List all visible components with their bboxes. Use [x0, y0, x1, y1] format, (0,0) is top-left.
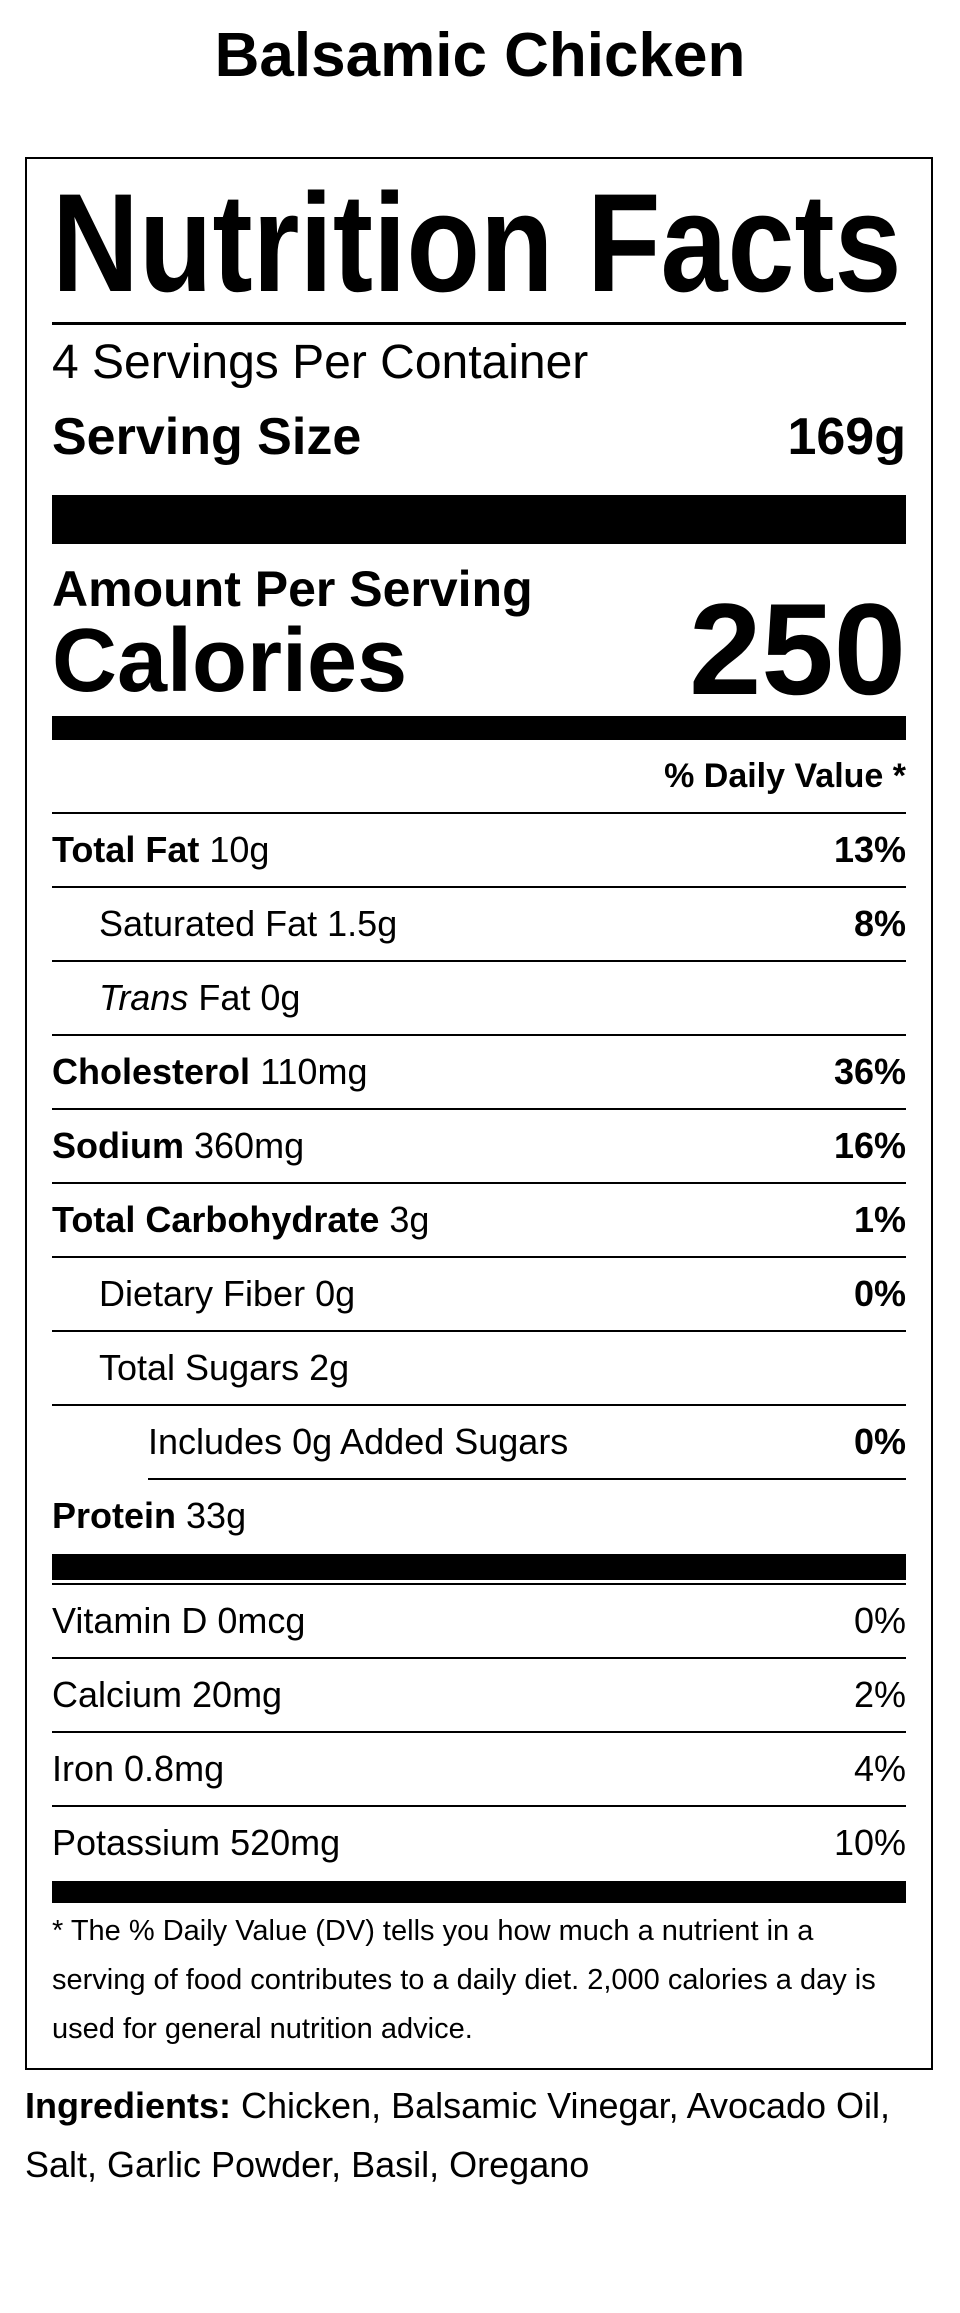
calories-section: Amount Per Serving Calories 250: [52, 544, 906, 716]
vitamin-dv: 4%: [853, 1748, 906, 1789]
vitamin-dv: 10%: [833, 1822, 906, 1863]
nutrient-amount: 1.5g: [327, 903, 398, 944]
calories-label: Calories: [52, 611, 408, 711]
vitamin-text: Calcium 20mg: [52, 1674, 283, 1715]
divider-thick: [52, 495, 906, 544]
calories-value: 250: [689, 576, 906, 722]
nutrient-amount: 33g: [186, 1495, 247, 1536]
nutrient-name: Sodium: [52, 1125, 184, 1166]
vitamin-text: Potassium 520mg: [52, 1822, 341, 1863]
heading-text: Nutrition Facts: [52, 164, 902, 321]
nutrition-facts-heading: Nutrition Facts: [52, 159, 906, 325]
nutrient-amount: 360mg: [194, 1125, 305, 1166]
vitamin-text: Iron 0.8mg: [52, 1748, 225, 1789]
nutrient-row-sodium: Sodium 360mg 16%: [52, 1110, 906, 1184]
nutrient-amount: 10g: [209, 829, 270, 870]
vitamin-row-calcium: Calcium 20mg 2%: [52, 1659, 906, 1733]
serving-size-label: Serving Size: [52, 408, 362, 466]
vitamin-row-iron: Iron 0.8mg 4%: [52, 1733, 906, 1807]
nutrient-name-suffix: Fat: [198, 977, 251, 1018]
nutrient-row-protein: Protein 33g: [52, 1480, 906, 1554]
recipe-title: Balsamic Chicken: [214, 21, 746, 90]
vitamin-dv: 2%: [853, 1674, 906, 1715]
divider-medium: [52, 716, 906, 740]
nutrient-amount: 0g: [260, 977, 301, 1018]
vitamin-row-potassium: Potassium 520mg 10%: [52, 1807, 906, 1881]
nutrient-name: Includes 0g Added Sugars: [148, 1421, 569, 1462]
nutrient-row-cholesterol: Cholesterol 110mg 36%: [52, 1036, 906, 1110]
nutrient-row-trans-fat: Trans Fat 0g: [52, 962, 906, 1036]
nutrient-dv: 13%: [833, 829, 906, 870]
amount-per-serving: Amount Per Serving: [52, 561, 533, 617]
nutrient-name: Cholesterol: [52, 1051, 251, 1092]
nutrient-name: Total Fat: [52, 829, 200, 870]
nutrient-row-total-sugars: Total Sugars 2g: [52, 1332, 906, 1406]
nutrient-row-saturated-fat: Saturated Fat 1.5g 8%: [52, 888, 906, 962]
nutrient-row-total-fat: Total Fat 10g 13%: [52, 814, 906, 888]
ingredients-text: Chicken, Balsamic Vinegar, Avocado Oil, …: [25, 2085, 891, 2185]
vitamin-dv: 0%: [853, 1600, 906, 1641]
daily-value-footnote: * The % Daily Value (DV) tells you how m…: [52, 1915, 876, 2045]
nutrient-dv: 36%: [833, 1051, 906, 1092]
nutrient-name: Total Carbohydrate: [52, 1199, 380, 1240]
nutrition-facts-label: Nutrition Facts 4 Servings Per Container…: [25, 157, 933, 2070]
nutrient-dv: 1%: [853, 1199, 906, 1240]
nutrient-amount: 110mg: [260, 1051, 368, 1092]
servings-per-container: 4 Servings Per Container: [52, 336, 589, 389]
nutrient-amount: 0g: [315, 1273, 356, 1314]
divider-thick: [52, 1554, 906, 1583]
vitamin-row-vitamin-d: Vitamin D 0mcg 0%: [52, 1585, 906, 1659]
nutrient-dv: 0%: [853, 1273, 906, 1314]
ingredients-label: Ingredients:: [25, 2085, 232, 2126]
nutrient-name: Total Sugars: [99, 1347, 300, 1388]
vitamin-text: Vitamin D 0mcg: [52, 1600, 306, 1641]
nutrient-row-dietary-fiber: Dietary Fiber 0g 0%: [52, 1258, 906, 1332]
nutrient-name: Saturated Fat: [99, 903, 318, 944]
nutrient-name: Dietary Fiber: [99, 1273, 306, 1314]
serving-size: Serving Size 169g: [52, 400, 906, 474]
nutrient-row-added-sugars: Includes 0g Added Sugars 0%: [148, 1406, 906, 1480]
nutrient-name: Trans: [99, 977, 189, 1018]
serving-size-value: 169g: [787, 408, 906, 466]
nutrient-name: Protein: [52, 1495, 177, 1536]
daily-value-header: % Daily Value *: [52, 740, 906, 814]
nutrient-row-total-carbohydrate: Total Carbohydrate 3g 1%: [52, 1184, 906, 1258]
nutrient-amount: 3g: [389, 1199, 430, 1240]
nutrient-dv: 8%: [853, 903, 906, 944]
nutrient-dv: 0%: [853, 1421, 906, 1462]
ingredients: Ingredients: Chicken, Balsamic Vinegar, …: [25, 2076, 940, 2194]
nutrient-amount: 2g: [309, 1347, 350, 1388]
nutrient-dv: 16%: [833, 1125, 906, 1166]
divider-medium: [52, 1881, 906, 1903]
